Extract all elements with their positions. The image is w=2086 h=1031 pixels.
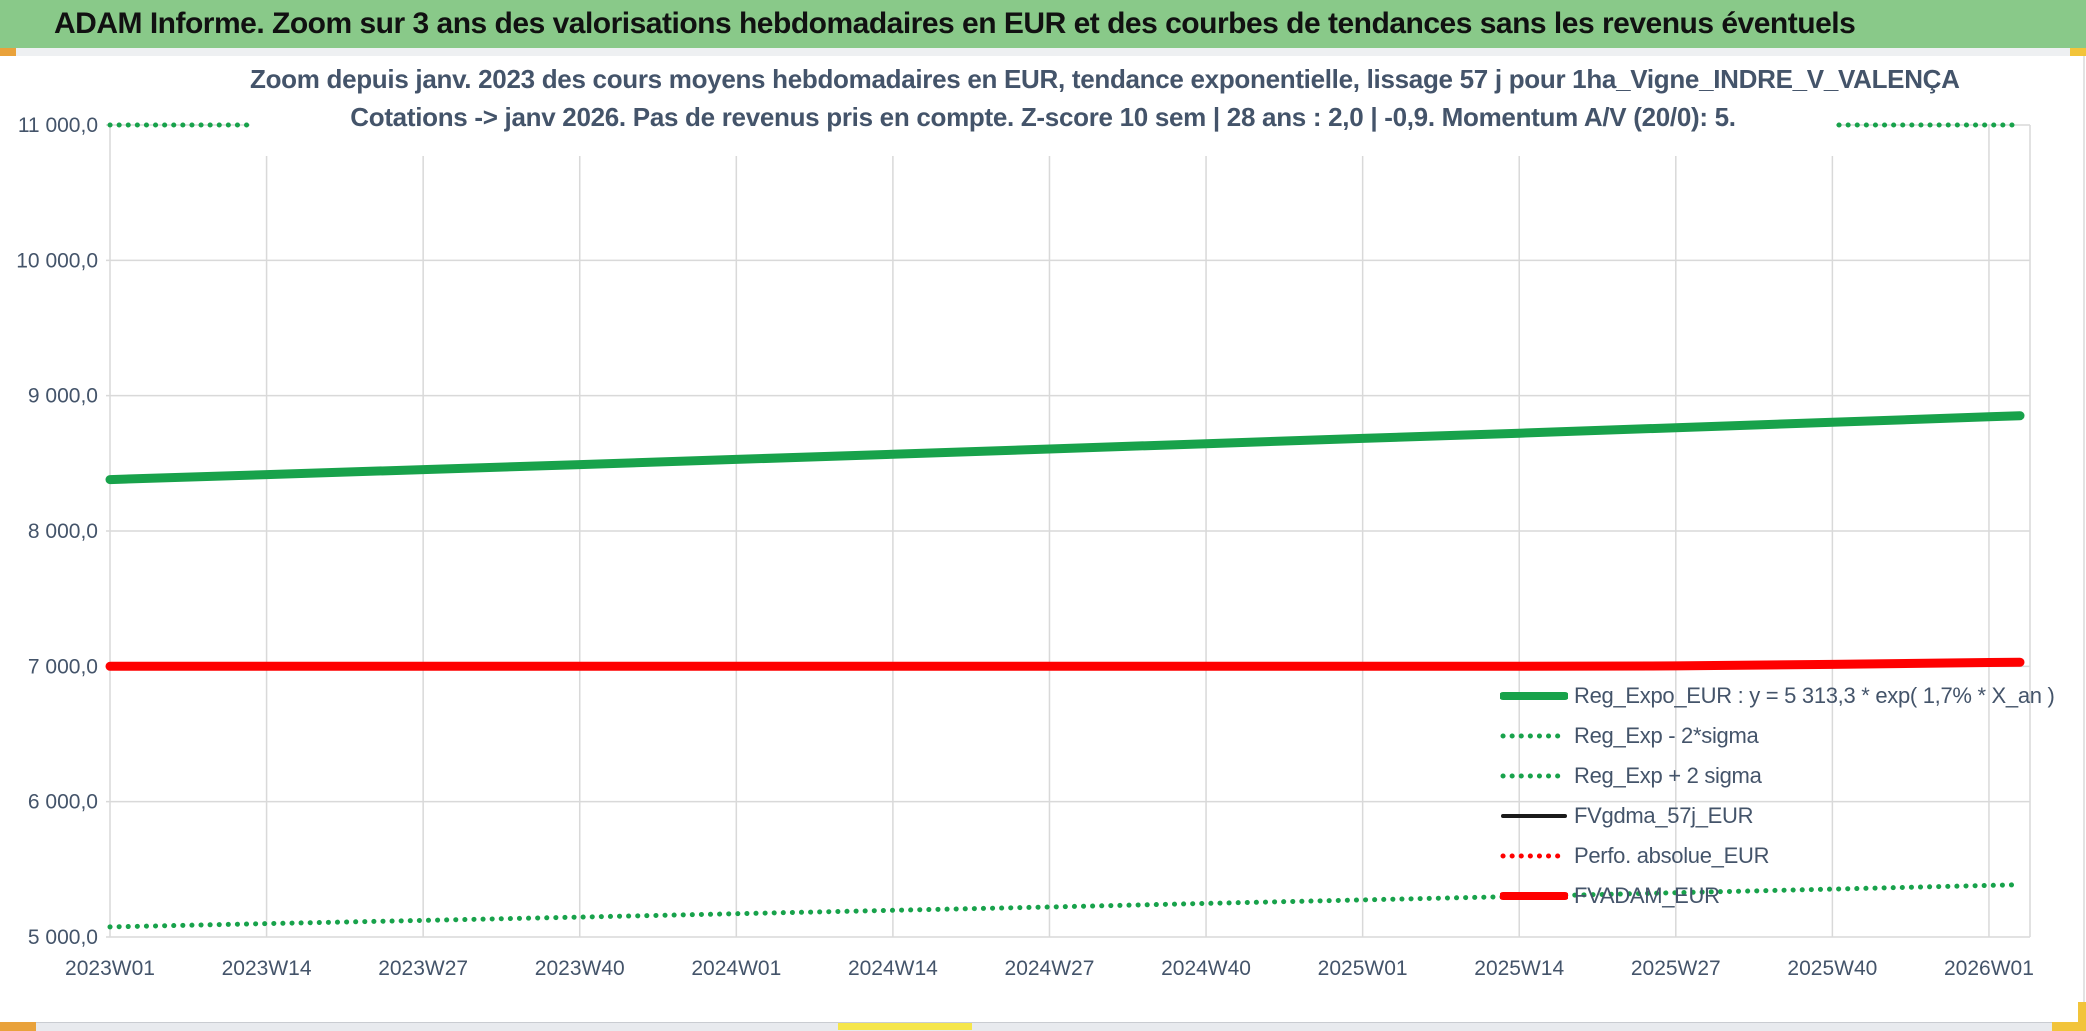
- legend-swatch-line-icon: [1500, 853, 1568, 859]
- legend-item-reg-expo-eur[interactable]: Reg_Expo_EUR : y = 5 313,3 * exp( 1,7% *…: [1500, 676, 2055, 716]
- x-axis-tick-label: 2026W01: [1944, 957, 2034, 980]
- legend-item-fvadam-eur[interactable]: FVADAM_EUR: [1500, 876, 2055, 916]
- y-axis-tick-label: 7 000,0: [28, 655, 98, 678]
- legend-item-reg-exp-2-sigma[interactable]: Reg_Exp - 2*sigma: [1500, 716, 2055, 756]
- x-axis-tick-label: 2024W40: [1161, 957, 1251, 980]
- x-axis-tick-label: 2025W27: [1631, 957, 1721, 980]
- header-bar: ADAM Informe. Zoom sur 3 ans des valoris…: [0, 0, 2086, 48]
- x-axis-tick-label: 2023W27: [378, 957, 468, 980]
- x-axis-tick-label: 2024W27: [1005, 957, 1095, 980]
- bottom-right-corner-foot: [2052, 1022, 2086, 1031]
- chart-title-line2: Cotations -> janv 2026. Pas de revenus p…: [350, 102, 1736, 132]
- chart-title: Zoom depuis janv. 2023 des cours moyens …: [250, 60, 1960, 156]
- legend-swatch-line-icon: [1500, 733, 1568, 739]
- y-axis-tick-label: 9 000,0: [28, 385, 98, 408]
- series-line-reg-expo-eur: [105, 411, 2025, 485]
- legend-swatch-line-icon: [1500, 892, 1568, 900]
- top-left-corner-mark: [0, 48, 16, 56]
- legend-label: Reg_Exp + 2 sigma: [1574, 763, 1762, 788]
- legend-swatch-line-icon: [1500, 773, 1568, 779]
- x-axis-tick-label: 2023W01: [65, 957, 155, 980]
- legend-swatch-line-icon: [1501, 814, 1567, 818]
- legend-label: FVgdma_57j_EUR: [1574, 803, 1754, 828]
- x-axis-tick-label: 2024W14: [848, 957, 938, 980]
- legend-label: Reg_Exp - 2*sigma: [1574, 723, 1759, 748]
- y-axis-tick-label: 6 000,0: [28, 791, 98, 814]
- legend-item-perfo-absolue-eur[interactable]: Perfo. absolue_EUR: [1500, 836, 2055, 876]
- legend-label: Perfo. absolue_EUR: [1574, 843, 1770, 868]
- x-axis-tick-label: 2025W01: [1318, 957, 1408, 980]
- y-axis-tick-label: 5 000,0: [28, 926, 98, 949]
- x-axis-tick-label: 2024W01: [691, 957, 781, 980]
- horizontal-scrollbar[interactable]: [0, 1022, 2086, 1031]
- x-axis-tick-label: 2025W14: [1474, 957, 1564, 980]
- y-axis-tick-label: 10 000,0: [16, 249, 98, 272]
- legend-item-reg-exp-2-sigma[interactable]: Reg_Exp + 2 sigma: [1500, 756, 2055, 796]
- top-right-corner-mark: [2070, 48, 2086, 56]
- chart-title-line1: Zoom depuis janv. 2023 des cours moyens …: [250, 64, 1960, 94]
- x-axis-tick-label: 2023W40: [535, 957, 625, 980]
- chart-legend: Reg_Expo_EUR : y = 5 313,3 * exp( 1,7% *…: [1500, 676, 2055, 916]
- legend-label: FVADAM_EUR: [1574, 883, 1720, 908]
- series-line-fvadam-eur: [105, 657, 2025, 671]
- bottom-left-corner-mark: [0, 1022, 36, 1031]
- x-axis-tick-label: 2025W40: [1787, 957, 1877, 980]
- subheader-strip: [0, 48, 2086, 56]
- x-axis-tick-label: 2023W14: [222, 957, 312, 980]
- chart-right-border: [2083, 56, 2085, 1022]
- series-line-reg-exp-2-sigma: [107, 882, 2023, 930]
- y-axis-tick-label: 8 000,0: [28, 520, 98, 543]
- scrollbar-thumb[interactable]: [838, 1023, 972, 1030]
- bottom-right-corner-mark: [2078, 1002, 2086, 1031]
- legend-item-fvgdma-57j-eur[interactable]: FVgdma_57j_EUR: [1500, 796, 2055, 836]
- legend-swatch-line-icon: [1500, 692, 1568, 700]
- y-axis-tick-label: 11 000,0: [18, 114, 98, 137]
- legend-label: Reg_Expo_EUR : y = 5 313,3 * exp( 1,7% *…: [1574, 683, 2055, 708]
- page-title: ADAM Informe. Zoom sur 3 ans des valoris…: [54, 7, 1856, 40]
